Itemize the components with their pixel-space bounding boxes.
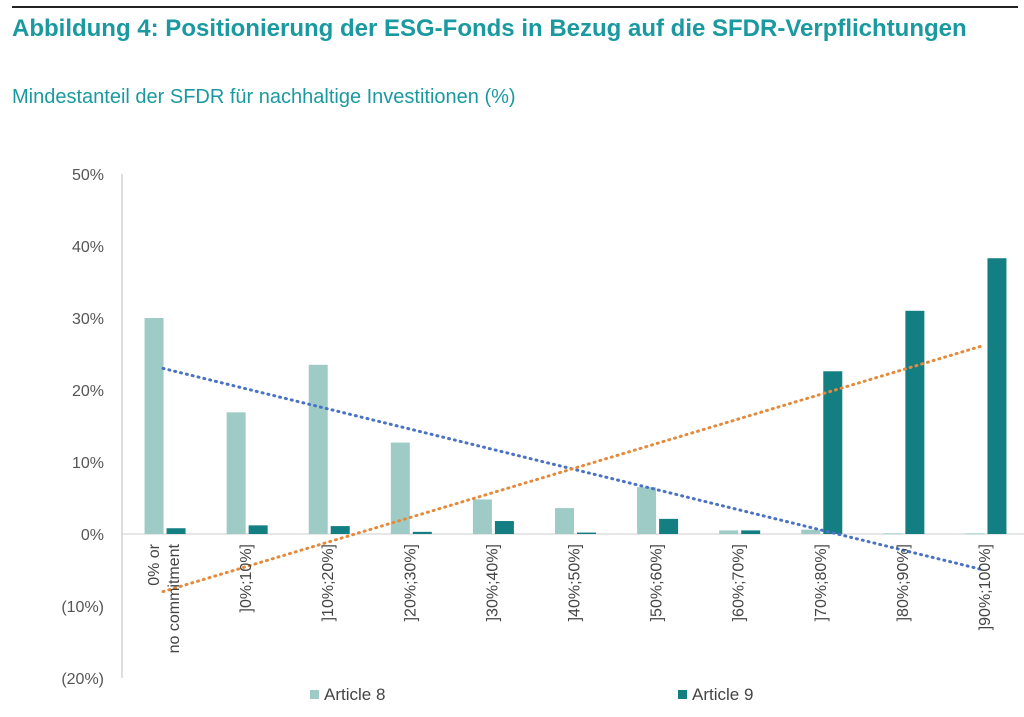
bar-article-9 [248, 525, 268, 534]
bar-article-8 [801, 529, 821, 534]
y-tick-label: 20% [72, 383, 104, 400]
x-category-label: ]30%;40%] [484, 544, 501, 621]
x-category-label-line: no commitment [166, 543, 183, 653]
x-category-label: ]60%;70%] [731, 544, 748, 621]
chart-title: Abbildung 4: Positionierung der ESG-Fond… [12, 15, 967, 42]
x-category-label: 0% or no commitment [146, 543, 183, 653]
x-category-label: ]50%;60%] [649, 544, 666, 621]
y-tick-label: 10% [72, 455, 104, 472]
bar-article-8 [883, 533, 903, 535]
bar-article-8 [226, 412, 246, 534]
bar-article-8 [390, 442, 410, 534]
y-axis: 50% 40% 30% 20% 10% 0% (10%) (20%) [61, 167, 1024, 688]
legend: Article 8 Article 9 [310, 685, 753, 704]
bar-article-8 [308, 364, 328, 534]
chart-subtitle: Mindestanteil der SFDR für nachhaltige I… [12, 86, 516, 108]
trendlines-group [161, 343, 986, 594]
top-rule [12, 6, 1018, 8]
bar-article-9 [330, 526, 350, 534]
bar-article-8 [144, 318, 164, 534]
bar-article-9 [494, 521, 514, 534]
bar-article-9 [823, 371, 843, 534]
bar-article-8 [472, 499, 492, 534]
y-tick-label: (10%) [61, 599, 104, 616]
bar-chart: 50% 40% 30% 20% 10% 0% (10%) (20%) 0% or no comm… [61, 167, 1024, 704]
bar-article-9 [412, 531, 432, 534]
x-category-label: ]70%;80%] [813, 544, 830, 621]
x-category-label-line: 0% or [146, 543, 163, 585]
legend-swatch-article-8 [310, 690, 319, 699]
bar-article-9 [741, 530, 761, 534]
y-tick-label: 0% [81, 527, 104, 544]
bar-article-8 [719, 530, 739, 534]
bar-article-8 [965, 533, 985, 535]
bar-article-8 [637, 487, 657, 534]
bar-article-9 [577, 532, 596, 534]
y-tick-label: 50% [72, 167, 104, 184]
bar-article-9 [905, 310, 925, 534]
x-category-label: ]0%;10%] [238, 544, 255, 612]
trendline-article-8 [161, 366, 986, 572]
bar-article-9 [166, 528, 186, 534]
bars-group [144, 258, 1007, 535]
trendline-article-9 [161, 343, 986, 594]
x-category-label: ]10%;20%] [320, 544, 337, 621]
bar-article-8 [555, 508, 574, 534]
bar-article-9 [659, 518, 679, 534]
x-category-label: ]80%;90%] [895, 544, 912, 621]
x-axis-labels: 0% or no commitment ]0%;10%] ]10%;20%] ]20%;… [146, 543, 994, 653]
y-tick-label: (20%) [61, 671, 104, 688]
y-tick-label: 40% [72, 239, 104, 256]
x-category-label: ]90%;100%] [977, 544, 994, 630]
legend-label-article-8: Article 8 [324, 685, 385, 704]
x-category-label: ]40%;50%] [567, 544, 584, 621]
y-tick-label: 30% [72, 311, 104, 328]
legend-label-article-9: Article 9 [692, 685, 753, 704]
legend-swatch-article-9 [678, 690, 687, 699]
bar-article-9 [987, 258, 1007, 534]
x-category-label: ]20%;30%] [402, 544, 419, 621]
